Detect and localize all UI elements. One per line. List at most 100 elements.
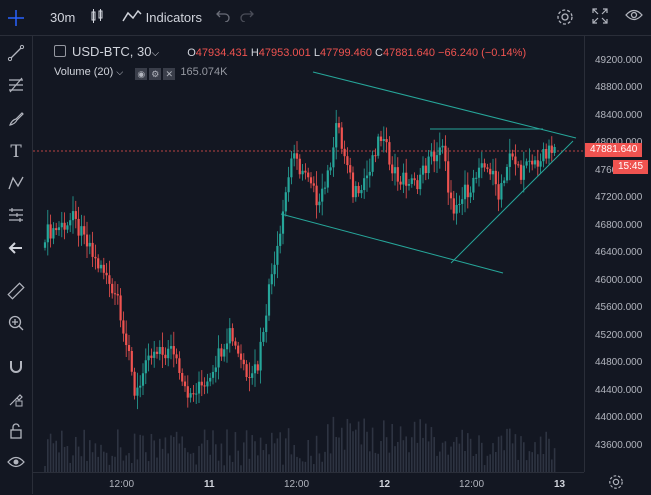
volume-bar bbox=[422, 437, 424, 472]
candle-body bbox=[239, 353, 243, 360]
volume-legend: Volume (20) ⌵ ◉ ⚙ ✕ 165.074K bbox=[54, 66, 228, 80]
text-icon[interactable]: T bbox=[10, 142, 22, 162]
volume-bar bbox=[352, 431, 354, 472]
candle-body bbox=[99, 264, 103, 269]
candle-body bbox=[225, 343, 229, 350]
candles-icon[interactable] bbox=[90, 8, 104, 28]
fullscreen-icon[interactable] bbox=[592, 8, 608, 28]
time-label: 12 bbox=[379, 479, 391, 490]
zoom-in-icon[interactable] bbox=[6, 314, 26, 334]
candle-body bbox=[335, 123, 338, 148]
volume-bar bbox=[335, 436, 337, 472]
volume-bar bbox=[399, 426, 402, 472]
candle-body bbox=[379, 136, 383, 141]
eye-icon-top[interactable] bbox=[625, 8, 643, 28]
lock-icon[interactable] bbox=[6, 422, 26, 442]
volume-bar bbox=[338, 437, 340, 472]
volume-bar bbox=[105, 452, 108, 472]
candle-body bbox=[69, 220, 72, 226]
price-label: 47200.000 bbox=[595, 192, 643, 203]
price-chart[interactable] bbox=[33, 36, 584, 472]
open-value: 47934.431 bbox=[195, 47, 248, 59]
candle-body bbox=[94, 256, 97, 259]
time-axis[interactable]: 12:00 11 12:00 12 12:00 13 bbox=[33, 472, 584, 495]
volume-bar bbox=[553, 448, 556, 472]
volume-bar bbox=[55, 440, 57, 472]
volume-bar bbox=[489, 454, 491, 472]
volume-bar bbox=[318, 453, 321, 472]
price-label: 48800.000 bbox=[595, 82, 643, 93]
candle-body bbox=[511, 153, 514, 157]
volume-bar bbox=[231, 461, 234, 472]
volume-bar bbox=[315, 435, 318, 472]
ruler-icon[interactable] bbox=[6, 206, 26, 226]
interval-selector[interactable]: 30m bbox=[50, 10, 76, 25]
candle-body bbox=[301, 170, 304, 175]
volume-bar bbox=[61, 430, 63, 472]
candle-body bbox=[396, 167, 399, 182]
candle-body bbox=[83, 226, 86, 235]
candle-body bbox=[416, 180, 419, 190]
symbol-interval[interactable]: 30 bbox=[137, 44, 152, 59]
redo-icon[interactable] bbox=[240, 8, 254, 28]
candle-body bbox=[360, 190, 363, 194]
volume-bar bbox=[187, 452, 189, 472]
volume-bar bbox=[240, 465, 242, 472]
candle-body bbox=[475, 177, 478, 179]
volume-label[interactable]: Volume (20) bbox=[54, 66, 114, 78]
volume-bar bbox=[86, 460, 88, 472]
chevron-down-icon[interactable]: ⌵ bbox=[151, 48, 160, 59]
trendline-icon[interactable] bbox=[6, 44, 26, 64]
trendline-drawing[interactable] bbox=[450, 140, 574, 264]
price-axis[interactable]: 49200.00048800.00048400.00048000.0004760… bbox=[584, 36, 651, 472]
candle-body bbox=[486, 167, 489, 169]
measure-icon[interactable] bbox=[6, 282, 26, 302]
settings-small-icon[interactable]: ⚙ bbox=[149, 68, 162, 80]
volume-bar bbox=[287, 428, 290, 472]
candle-body bbox=[237, 345, 240, 354]
volume-bar bbox=[455, 437, 458, 472]
pattern-icon[interactable] bbox=[6, 174, 26, 194]
candle-body bbox=[111, 283, 114, 294]
candle-body bbox=[357, 185, 360, 194]
volume-bar bbox=[380, 440, 382, 472]
indicators-button[interactable]: Indicators bbox=[122, 8, 202, 28]
volume-bar bbox=[83, 429, 85, 472]
undo-icon[interactable] bbox=[216, 8, 230, 28]
volume-bar bbox=[299, 458, 301, 472]
remove-icon[interactable]: ✕ bbox=[163, 68, 176, 80]
fib-icon[interactable] bbox=[6, 76, 26, 96]
candle-body bbox=[164, 354, 167, 359]
crosshair-icon[interactable] bbox=[6, 9, 26, 29]
candle-body bbox=[214, 367, 217, 372]
magnet-icon[interactable] bbox=[6, 358, 26, 378]
candle-body bbox=[284, 192, 287, 212]
collapse-icon[interactable] bbox=[54, 45, 66, 57]
volume-bar bbox=[257, 455, 259, 472]
volume-bar bbox=[276, 438, 279, 472]
candle-body bbox=[228, 328, 231, 344]
visibility-icon[interactable]: ◉ bbox=[135, 68, 148, 80]
volume-chevron-icon[interactable]: ⌵ bbox=[116, 67, 124, 77]
symbol-name[interactable]: USD-BTC bbox=[72, 44, 130, 59]
chart-pane[interactable] bbox=[33, 36, 584, 472]
volume-bar bbox=[237, 450, 239, 472]
back-arrow-icon[interactable] bbox=[6, 239, 26, 259]
volume-bar bbox=[234, 432, 237, 472]
candle-body bbox=[122, 320, 125, 334]
volume-bar bbox=[433, 437, 435, 472]
trendline-drawing[interactable] bbox=[280, 213, 504, 274]
candle-body bbox=[281, 211, 285, 234]
trendline-drawing[interactable] bbox=[312, 71, 577, 139]
low-label: L bbox=[313, 47, 320, 59]
candle-body bbox=[517, 164, 520, 166]
brush-icon[interactable] bbox=[6, 110, 26, 130]
candle-body bbox=[309, 177, 313, 184]
eye-icon[interactable] bbox=[6, 454, 26, 474]
candle-body bbox=[452, 198, 455, 214]
settings-icon[interactable] bbox=[556, 8, 574, 28]
chart-settings-icon[interactable] bbox=[608, 474, 624, 493]
candle-body bbox=[259, 341, 262, 371]
lock-draw-icon[interactable] bbox=[6, 390, 26, 410]
candle-body bbox=[371, 155, 374, 172]
